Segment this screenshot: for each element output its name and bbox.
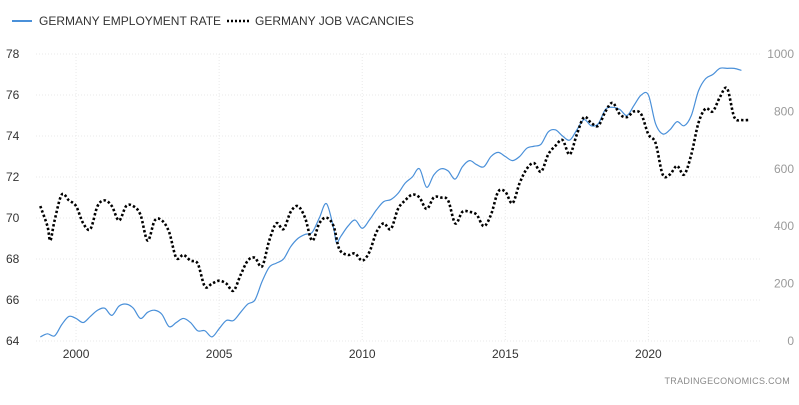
left-tick-label: 66 [6, 293, 20, 307]
series-line-job-vacancies [39, 86, 749, 293]
left-axis-ticks: 64 66 68 70 72 74 76 78 [6, 47, 20, 348]
x-tick-label: 2010 [349, 347, 376, 361]
left-tick-label: 76 [6, 88, 20, 102]
legend-label-job-vacancies: GERMANY JOB VACANCIES [255, 14, 414, 28]
left-tick-label: 78 [6, 47, 20, 61]
gridlines [36, 53, 760, 342]
right-tick-label: 1000 [767, 47, 794, 61]
right-tick-label: 600 [774, 162, 794, 176]
left-tick-label: 74 [6, 129, 20, 143]
source-label: TRADINGECONOMICS.COM [664, 376, 790, 386]
right-tick-label: 800 [774, 104, 794, 118]
right-tick-label: 400 [774, 219, 794, 233]
series-lines [39, 67, 749, 338]
left-tick-label: 70 [6, 211, 20, 225]
x-tick-label: 2000 [63, 347, 90, 361]
right-tick-label: 200 [774, 277, 794, 291]
x-tick-label: 2020 [635, 347, 662, 361]
x-tick-label: 2005 [206, 347, 233, 361]
legend-label-employment-rate: GERMANY EMPLOYMENT RATE [39, 14, 221, 28]
x-tick-label: 2015 [492, 347, 519, 361]
x-axis-ticks: 2000 2005 2010 2015 2020 [63, 347, 662, 361]
left-tick-label: 72 [6, 170, 20, 184]
right-tick-label: 0 [787, 334, 794, 348]
legend: GERMANY EMPLOYMENT RATE GERMANY JOB VACA… [12, 14, 414, 28]
right-axis-ticks: 0 200 400 600 800 1000 [767, 47, 794, 348]
left-tick-label: 64 [6, 334, 20, 348]
left-tick-label: 68 [6, 252, 20, 266]
series-line-employment-rate [40, 67, 742, 338]
